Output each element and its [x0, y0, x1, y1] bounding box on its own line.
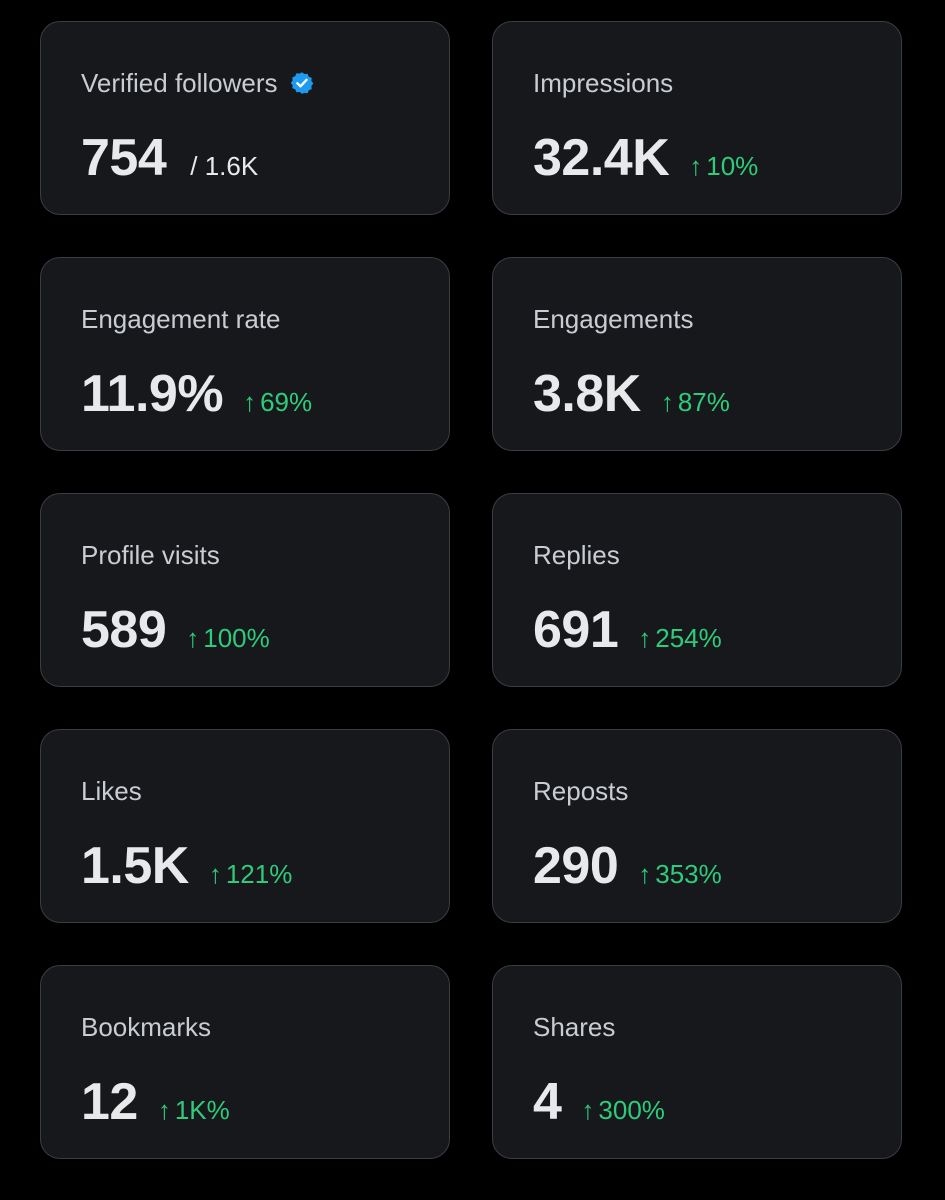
metric-label-row: Replies — [533, 538, 620, 572]
metric-label-row: Likes — [81, 774, 142, 808]
metric-label: Bookmarks — [81, 1012, 212, 1042]
metric-value: 589 — [81, 601, 167, 659]
metric-label-row: Reposts — [533, 774, 628, 808]
metric-card-shares[interactable]: Shares 4 ↑ 300% — [492, 965, 902, 1159]
metric-label-row: Engagements — [533, 302, 693, 336]
metric-label: Engagements — [533, 304, 694, 334]
metric-value: 290 — [533, 837, 619, 895]
metric-change: ↑ 121% — [209, 859, 293, 889]
metric-card-bookmarks[interactable]: Bookmarks 12 ↑ 1K% — [40, 965, 450, 1159]
metric-card-replies[interactable]: Replies 691 ↑ 254% — [492, 493, 902, 687]
metric-label: Likes — [81, 776, 142, 806]
metric-change: ↑ 69% — [243, 387, 312, 417]
metric-label-row: Bookmarks — [81, 1010, 211, 1044]
arrow-up-icon: ↑ — [660, 387, 674, 417]
metric-change-value: 254% — [655, 623, 722, 653]
metric-label: Impressions — [533, 68, 674, 98]
arrow-up-icon: ↑ — [689, 151, 703, 181]
metric-label: Shares — [533, 1012, 616, 1042]
metric-label-row: Impressions — [533, 66, 673, 100]
metric-label: Verified followers — [81, 68, 278, 98]
metric-label-row: Verified followers — [81, 66, 314, 100]
metric-card-impressions[interactable]: Impressions 32.4K ↑ 10% — [492, 21, 902, 215]
metric-value-row: 1.5K ↑ 121% — [81, 836, 292, 896]
metric-label: Engagement rate — [81, 304, 281, 334]
metric-change-value: 87% — [677, 387, 730, 417]
arrow-up-icon: ↑ — [581, 1095, 595, 1125]
metric-change-value: 353% — [655, 859, 722, 889]
metric-value-row: 589 ↑ 100% — [81, 600, 270, 660]
metric-total: / 1.6K — [190, 151, 259, 181]
metric-value: 11.9% — [81, 365, 224, 423]
arrow-up-icon: ↑ — [186, 623, 200, 653]
metric-change-value: 10% — [706, 151, 759, 181]
metric-card-likes[interactable]: Likes 1.5K ↑ 121% — [40, 729, 450, 923]
metric-value: 12 — [81, 1073, 138, 1131]
metric-card-profile-visits[interactable]: Profile visits 589 ↑ 100% — [40, 493, 450, 687]
metric-change: ↑ 100% — [186, 623, 270, 653]
metric-change: ↑ 87% — [661, 387, 730, 417]
metric-change: ↑ 1K% — [158, 1095, 230, 1125]
metric-value-row: 290 ↑ 353% — [533, 836, 722, 896]
metric-label: Profile visits — [81, 540, 220, 570]
metric-value-row: 32.4K ↑ 10% — [533, 128, 758, 188]
metric-label-row: Engagement rate — [81, 302, 280, 336]
arrow-up-icon: ↑ — [638, 623, 652, 653]
metric-card-engagements[interactable]: Engagements 3.8K ↑ 87% — [492, 257, 902, 451]
metrics-grid: Verified followers 754 / 1.6K Impression… — [40, 21, 904, 1159]
metric-card-engagement-rate[interactable]: Engagement rate 11.9% ↑ 69% — [40, 257, 450, 451]
metric-value: 754 — [81, 129, 167, 187]
metric-value-row: 754 / 1.6K — [81, 128, 258, 188]
arrow-up-icon: ↑ — [157, 1095, 171, 1125]
metric-label-row: Profile visits — [81, 538, 220, 572]
metric-value-row: 691 ↑ 254% — [533, 600, 722, 660]
metric-value: 4 — [533, 1073, 562, 1131]
metric-change-value: 100% — [203, 623, 270, 653]
metric-label: Replies — [533, 540, 620, 570]
metric-value: 691 — [533, 601, 619, 659]
metric-change-value: 300% — [598, 1095, 665, 1125]
metric-value: 32.4K — [533, 129, 670, 187]
metric-change-value: 121% — [225, 859, 293, 889]
metric-card-reposts[interactable]: Reposts 290 ↑ 353% — [492, 729, 902, 923]
metric-value-row: 12 ↑ 1K% — [81, 1072, 230, 1132]
arrow-up-icon: ↑ — [243, 387, 257, 417]
metric-label: Reposts — [533, 776, 629, 806]
verified-badge-icon — [290, 71, 314, 95]
arrow-up-icon: ↑ — [208, 859, 222, 889]
metric-label-row: Shares — [533, 1010, 615, 1044]
metric-value: 3.8K — [533, 365, 641, 423]
metric-card-verified-followers[interactable]: Verified followers 754 / 1.6K — [40, 21, 450, 215]
metric-value-row: 4 ↑ 300% — [533, 1072, 665, 1132]
metric-change-value: 69% — [260, 387, 313, 417]
metric-value-row: 3.8K ↑ 87% — [533, 364, 730, 424]
metric-change: ↑ 10% — [689, 151, 758, 181]
metric-change: ↑ 254% — [638, 623, 722, 653]
metric-value-row: 11.9% ↑ 69% — [81, 364, 312, 424]
arrow-up-icon: ↑ — [638, 859, 652, 889]
metric-change: ↑ 353% — [638, 859, 722, 889]
metric-change: ↑ 300% — [581, 1095, 665, 1125]
metric-value: 1.5K — [81, 837, 189, 895]
metric-change-value: 1K% — [174, 1095, 230, 1125]
